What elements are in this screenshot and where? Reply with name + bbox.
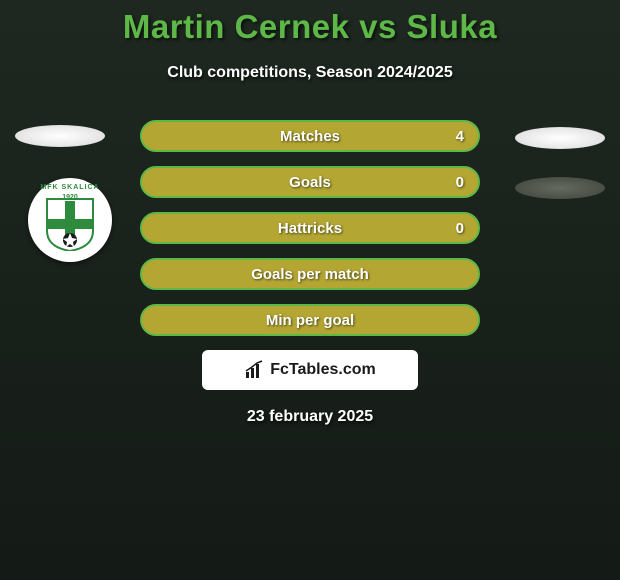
branding-badge: FcTables.com [202, 350, 418, 390]
branding-text: FcTables.com [270, 361, 376, 379]
badge-shield-icon [45, 197, 95, 251]
player1-marker-icon [15, 125, 105, 147]
page-title: Martin Cernek vs Sluka [0, 8, 620, 46]
badge-ring-text: MFK SKALICA [28, 184, 112, 191]
player2-marker-icon [515, 127, 605, 149]
stat-row: Hattricks 0 [140, 212, 480, 244]
comparison-card: Martin Cernek vs Sluka Club competitions… [0, 0, 620, 426]
club-badge: MFK SKALICA 1920 [28, 178, 112, 262]
stat-label-hattricks: Hattricks [278, 220, 342, 237]
stat-row: Goals per match [140, 258, 480, 290]
stat-value-goals: 0 [456, 174, 464, 191]
stat-label-mpg: Min per goal [266, 312, 354, 329]
stat-label-gpm: Goals per match [251, 266, 369, 283]
stat-value-matches: 4 [456, 128, 464, 145]
chart-icon [244, 360, 264, 380]
stat-row: Goals 0 [140, 166, 480, 198]
stat-label-matches: Matches [280, 128, 340, 145]
player2-marker-secondary-icon [515, 177, 605, 199]
stat-row: Matches 4 [140, 120, 480, 152]
generated-date: 23 february 2025 [0, 408, 620, 426]
season-subtitle: Club competitions, Season 2024/2025 [0, 64, 620, 82]
stat-row: Min per goal [140, 304, 480, 336]
stat-label-goals: Goals [289, 174, 331, 191]
stat-value-hattricks: 0 [456, 220, 464, 237]
